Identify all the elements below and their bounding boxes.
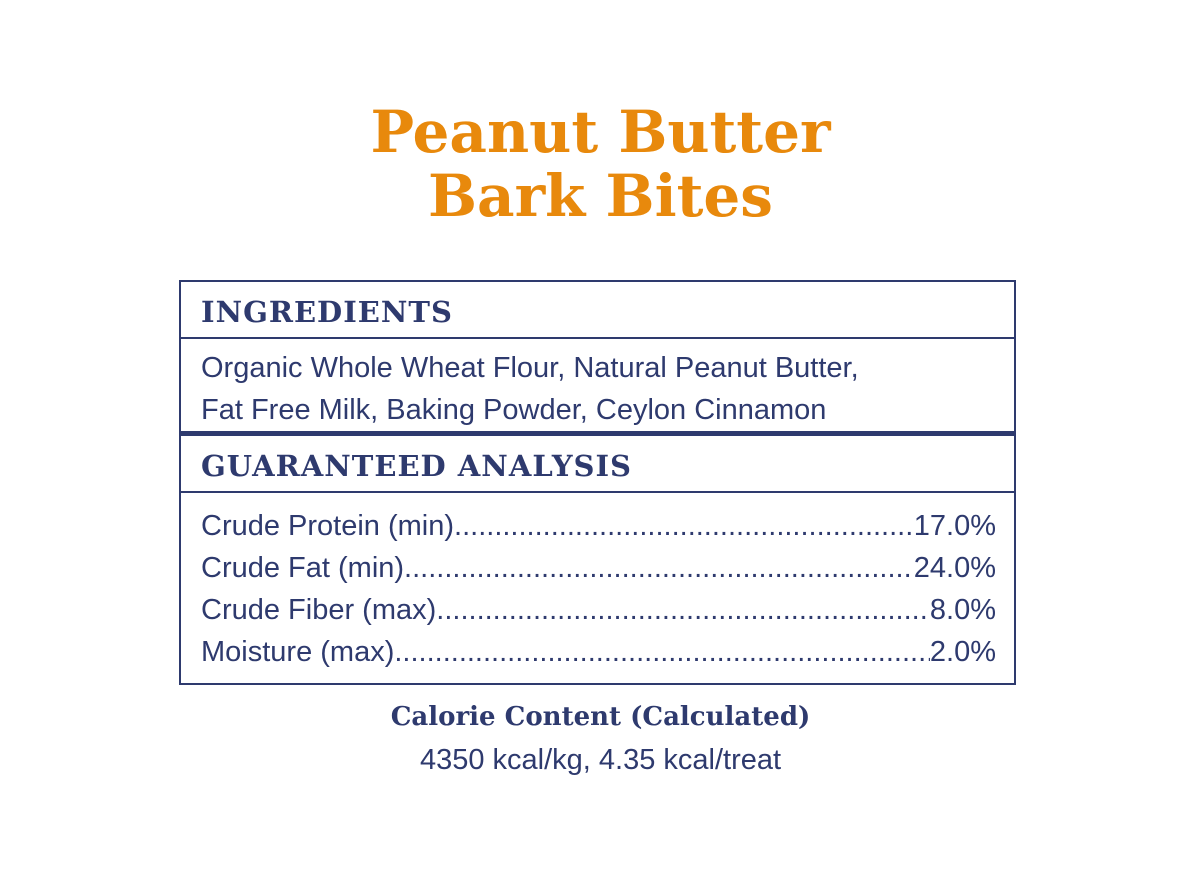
analysis-row: Crude Fat (min) 24.0% [201, 547, 996, 589]
analysis-value: 24.0% [913, 552, 996, 584]
dot-leader [454, 505, 914, 547]
analysis-label: Moisture (max) [201, 636, 395, 668]
analysis-row: Crude Fiber (max) 8.0% [201, 589, 996, 631]
nutrition-panel: INGREDIENTS Organic Whole Wheat Flour, N… [179, 280, 1016, 685]
analysis-label: Crude Fiber (max) [201, 594, 437, 626]
dot-leader [394, 631, 930, 673]
analysis-value: 2.0% [929, 636, 996, 668]
calorie-value: 4350 kcal/kg, 4.35 kcal/treat [419, 744, 782, 776]
ingredients-line-2: Fat Free Milk, Baking Powder, Ceylon Cin… [201, 394, 827, 426]
dot-leader [436, 589, 930, 631]
analysis-row: Crude Protein (min) 17.0% [201, 505, 996, 547]
analysis-table: Crude Protein (min) 17.0% Crude Fat (min)… [181, 493, 1014, 673]
analysis-label: Crude Protein (min) [201, 510, 455, 542]
product-title: Peanut Butter Bark Bites [0, 100, 1201, 228]
analysis-value: 8.0% [929, 594, 996, 626]
ingredients-heading: INGREDIENTS [181, 282, 1014, 339]
title-line-1: Peanut Butter [370, 98, 831, 166]
ingredients-list: Organic Whole Wheat Flour, Natural Peanu… [181, 339, 1014, 436]
analysis-label: Crude Fat (min) [201, 552, 405, 584]
analysis-row: Moisture (max) 2.0% [201, 631, 996, 673]
calorie-heading: Calorie Content (Calculated) [390, 702, 811, 732]
analysis-value: 17.0% [913, 510, 996, 542]
analysis-heading: GUARANTEED ANALYSIS [181, 436, 1014, 493]
title-line-2: Bark Bites [428, 162, 773, 230]
ingredients-line-1: Organic Whole Wheat Flour, Natural Peanu… [201, 352, 859, 384]
dot-leader [404, 547, 914, 589]
